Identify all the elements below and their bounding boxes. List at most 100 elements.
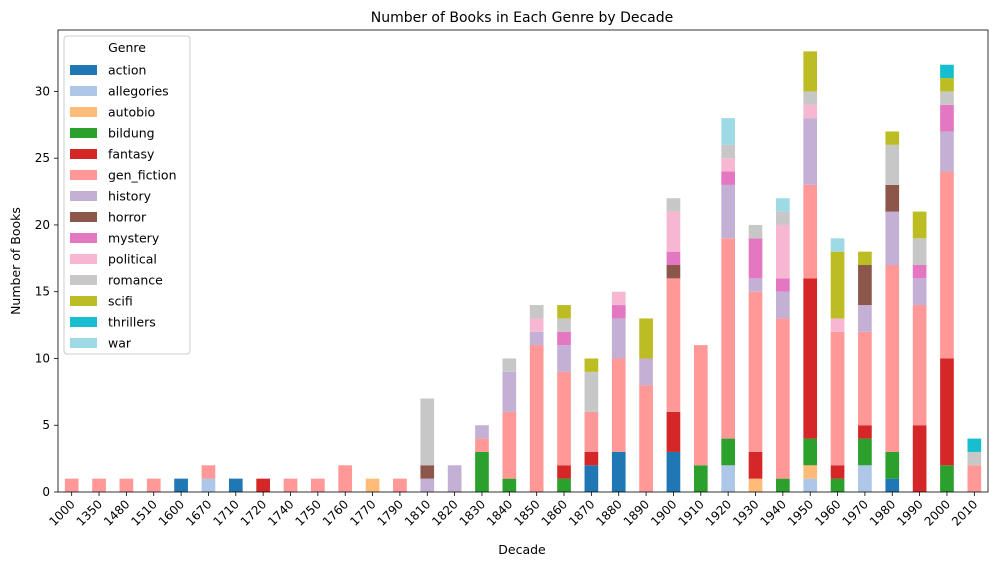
bar-gen_fiction-1980	[885, 265, 900, 452]
bar-political-1950	[803, 104, 818, 119]
y-tick-label: 10	[35, 351, 50, 365]
bar-fantasy-2000	[940, 358, 954, 466]
bars-layer	[64, 51, 982, 492]
bar-gen_fiction-1760	[338, 465, 353, 492]
bar-romance-1900	[666, 198, 681, 212]
bar-history-1860	[557, 345, 571, 372]
y-tick-label: 25	[35, 151, 50, 165]
x-axis-label: Decade	[498, 542, 546, 557]
legend-label-scifi: scifi	[108, 294, 133, 309]
bar-bildung-1970	[858, 438, 872, 466]
legend-label-action: action	[108, 63, 146, 78]
bar-gen_fiction-1940	[776, 318, 790, 479]
bar-romance-1810	[420, 398, 435, 466]
x-tick-label: 1970	[840, 497, 871, 528]
x-tick-label: 1880	[593, 497, 624, 528]
bar-gen_fiction-1840	[502, 411, 517, 479]
y-tick-label: 30	[35, 84, 50, 98]
legend-label-thrillers: thrillers	[108, 315, 156, 330]
bar-gen_fiction-1920	[721, 238, 735, 439]
bar-autobio-1950	[803, 465, 818, 479]
bar-allegories-1970	[858, 465, 872, 492]
bar-gen_fiction-1790	[393, 478, 407, 492]
bar-war-1920	[721, 118, 735, 145]
legend-label-fantasy: fantasy	[108, 147, 155, 162]
bar-mystery-1940	[776, 278, 790, 292]
bar-horror-1980	[885, 184, 900, 212]
bar-bildung-1830	[475, 451, 489, 492]
legend-swatch-history	[70, 191, 97, 201]
legend-swatch-thrillers	[70, 317, 97, 327]
bar-romance-1870	[584, 371, 599, 412]
bar-bildung-1840	[502, 478, 517, 492]
legend-swatch-horror	[70, 212, 97, 222]
bar-gen_fiction-1510	[146, 478, 161, 492]
bar-allegories-1920	[721, 465, 735, 492]
x-tick-label: 1740	[265, 497, 296, 528]
bar-gen_fiction-2000	[940, 171, 954, 359]
bar-fantasy-1870	[584, 451, 599, 466]
bar-political-1920	[721, 158, 735, 172]
bar-gen_fiction-1930	[748, 291, 763, 452]
legend-label-autobio: autobio	[108, 105, 155, 120]
bar-gen_fiction-1950	[803, 184, 818, 279]
bar-fantasy-1900	[666, 411, 681, 452]
bar-history-1990	[912, 278, 927, 306]
bar-political-1940	[776, 224, 790, 279]
bar-political-1850	[529, 318, 544, 332]
legend-swatch-romance	[70, 275, 97, 285]
bar-history-1940	[776, 291, 790, 319]
x-tick-label: 1760	[320, 497, 351, 528]
legend-swatch-bildung	[70, 128, 97, 138]
bar-autobio-1770	[365, 478, 380, 492]
bar-history-1970	[858, 305, 872, 332]
legend: Genre action allegories autobio bildung fant…	[63, 35, 191, 355]
x-tick-label: 1720	[238, 497, 269, 528]
bar-romance-1930	[748, 224, 763, 239]
bar-gen_fiction-1870	[584, 411, 599, 452]
legend-swatch-scifi	[70, 296, 97, 306]
bar-action-1710	[228, 478, 243, 492]
bar-scifi-1950	[803, 51, 818, 92]
legend-label-horror: horror	[108, 210, 147, 225]
bar-fantasy-1970	[858, 425, 872, 439]
bar-mystery-1990	[912, 265, 927, 279]
bar-mystery-1900	[666, 251, 681, 265]
bar-history-2000	[940, 131, 954, 172]
legend-label-history: history	[108, 189, 152, 204]
bar-scifi-2000	[940, 78, 954, 92]
bar-bildung-1980	[885, 451, 900, 479]
legend-swatch-political	[70, 254, 97, 264]
x-tick-label: 1710	[210, 497, 241, 528]
bar-gen_fiction-1350	[92, 478, 106, 492]
bar-gen_fiction-1910	[693, 345, 708, 466]
x-tick-label: 1830	[457, 497, 488, 528]
bar-mystery-2000	[940, 104, 954, 132]
bar-mystery-1930	[748, 238, 763, 279]
bar-scifi-1860	[557, 305, 571, 319]
x-tick-label: 1860	[539, 497, 570, 528]
x-tick-label: 1000	[46, 497, 77, 528]
bar-fantasy-1930	[748, 451, 763, 479]
x-tick-label: 1850	[511, 497, 542, 528]
bar-thrillers-2010	[967, 438, 982, 452]
bar-fantasy-1720	[256, 478, 270, 492]
legend-label-war: war	[108, 336, 132, 351]
bar-bildung-1950	[803, 438, 818, 466]
bar-action-1980	[885, 478, 900, 492]
bar-allegories-1670	[201, 478, 216, 492]
legend-swatch-fantasy	[70, 149, 97, 159]
bar-action-1900	[666, 451, 681, 492]
bar-fantasy-1960	[830, 465, 845, 479]
x-tick-label: 1350	[74, 497, 105, 528]
bar-scifi-1870	[584, 358, 599, 372]
bar-romance-1850	[529, 305, 544, 319]
x-tick-label: 1940	[757, 497, 788, 528]
bar-gen_fiction-1670	[201, 465, 216, 479]
x-tick-label: 1900	[648, 497, 679, 528]
legend-swatch-autobio	[70, 107, 97, 117]
bar-gen_fiction-1740	[283, 478, 298, 492]
bar-bildung-2000	[940, 465, 954, 492]
